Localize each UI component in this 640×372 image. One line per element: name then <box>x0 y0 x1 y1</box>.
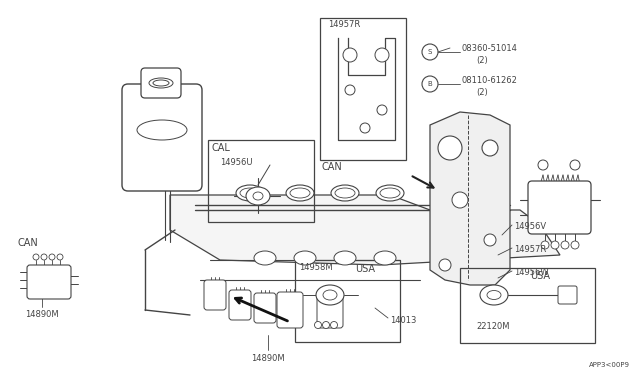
Text: 14013: 14013 <box>390 316 417 325</box>
Circle shape <box>551 241 559 249</box>
Bar <box>460 268 595 343</box>
Text: 14958M: 14958M <box>299 263 333 272</box>
FancyBboxPatch shape <box>141 68 181 98</box>
Circle shape <box>41 254 47 260</box>
Circle shape <box>57 254 63 260</box>
Circle shape <box>345 85 355 95</box>
Circle shape <box>452 192 468 208</box>
Circle shape <box>571 241 579 249</box>
Circle shape <box>377 105 387 115</box>
Text: USA: USA <box>530 271 550 281</box>
Text: CAN: CAN <box>322 162 343 172</box>
Text: USA: USA <box>355 264 375 274</box>
Ellipse shape <box>254 251 276 265</box>
Circle shape <box>323 321 330 328</box>
Bar <box>320 18 406 160</box>
Circle shape <box>330 321 337 328</box>
Ellipse shape <box>374 251 396 265</box>
Text: 14956U: 14956U <box>220 158 253 167</box>
Circle shape <box>422 76 438 92</box>
Text: 14957R: 14957R <box>514 245 547 254</box>
Text: CAL: CAL <box>212 143 231 153</box>
FancyBboxPatch shape <box>122 84 202 191</box>
Circle shape <box>439 259 451 271</box>
FancyBboxPatch shape <box>277 292 303 328</box>
Text: APP3<00P9: APP3<00P9 <box>589 362 630 368</box>
Circle shape <box>33 254 39 260</box>
Circle shape <box>570 160 580 170</box>
Ellipse shape <box>334 251 356 265</box>
FancyBboxPatch shape <box>528 181 591 234</box>
Circle shape <box>49 254 55 260</box>
Circle shape <box>482 140 498 156</box>
FancyBboxPatch shape <box>317 292 343 328</box>
Circle shape <box>360 123 370 133</box>
Ellipse shape <box>331 185 359 201</box>
Circle shape <box>343 48 357 62</box>
FancyBboxPatch shape <box>558 286 577 304</box>
Polygon shape <box>170 195 560 265</box>
Text: B: B <box>428 81 433 87</box>
FancyBboxPatch shape <box>27 265 71 299</box>
Circle shape <box>561 241 569 249</box>
Ellipse shape <box>286 185 314 201</box>
Circle shape <box>484 234 496 246</box>
Ellipse shape <box>316 285 344 305</box>
Text: 14956W: 14956W <box>514 268 548 277</box>
Circle shape <box>538 160 548 170</box>
Circle shape <box>438 136 462 160</box>
Ellipse shape <box>149 78 173 88</box>
Circle shape <box>422 44 438 60</box>
Text: CAN: CAN <box>18 238 39 248</box>
Text: 08360-51014: 08360-51014 <box>462 44 518 53</box>
Text: 14957R: 14957R <box>328 20 360 29</box>
Polygon shape <box>430 112 510 285</box>
Text: 14890M: 14890M <box>25 310 59 319</box>
Text: (2): (2) <box>476 56 488 65</box>
Ellipse shape <box>236 185 264 201</box>
Text: 22120M: 22120M <box>476 322 509 331</box>
Text: S: S <box>428 49 432 55</box>
Circle shape <box>541 241 549 249</box>
Circle shape <box>375 48 389 62</box>
FancyBboxPatch shape <box>204 280 226 310</box>
Text: 14890M: 14890M <box>251 354 285 363</box>
Ellipse shape <box>376 185 404 201</box>
Text: (2): (2) <box>476 88 488 97</box>
Text: 14956V: 14956V <box>514 222 546 231</box>
Ellipse shape <box>480 285 508 305</box>
Ellipse shape <box>246 187 270 205</box>
FancyBboxPatch shape <box>254 293 276 323</box>
Ellipse shape <box>153 80 169 86</box>
Text: 08110-61262: 08110-61262 <box>462 76 518 85</box>
Bar <box>208 140 314 222</box>
Circle shape <box>314 321 321 328</box>
FancyBboxPatch shape <box>229 290 251 320</box>
Ellipse shape <box>294 251 316 265</box>
Bar <box>295 260 400 342</box>
